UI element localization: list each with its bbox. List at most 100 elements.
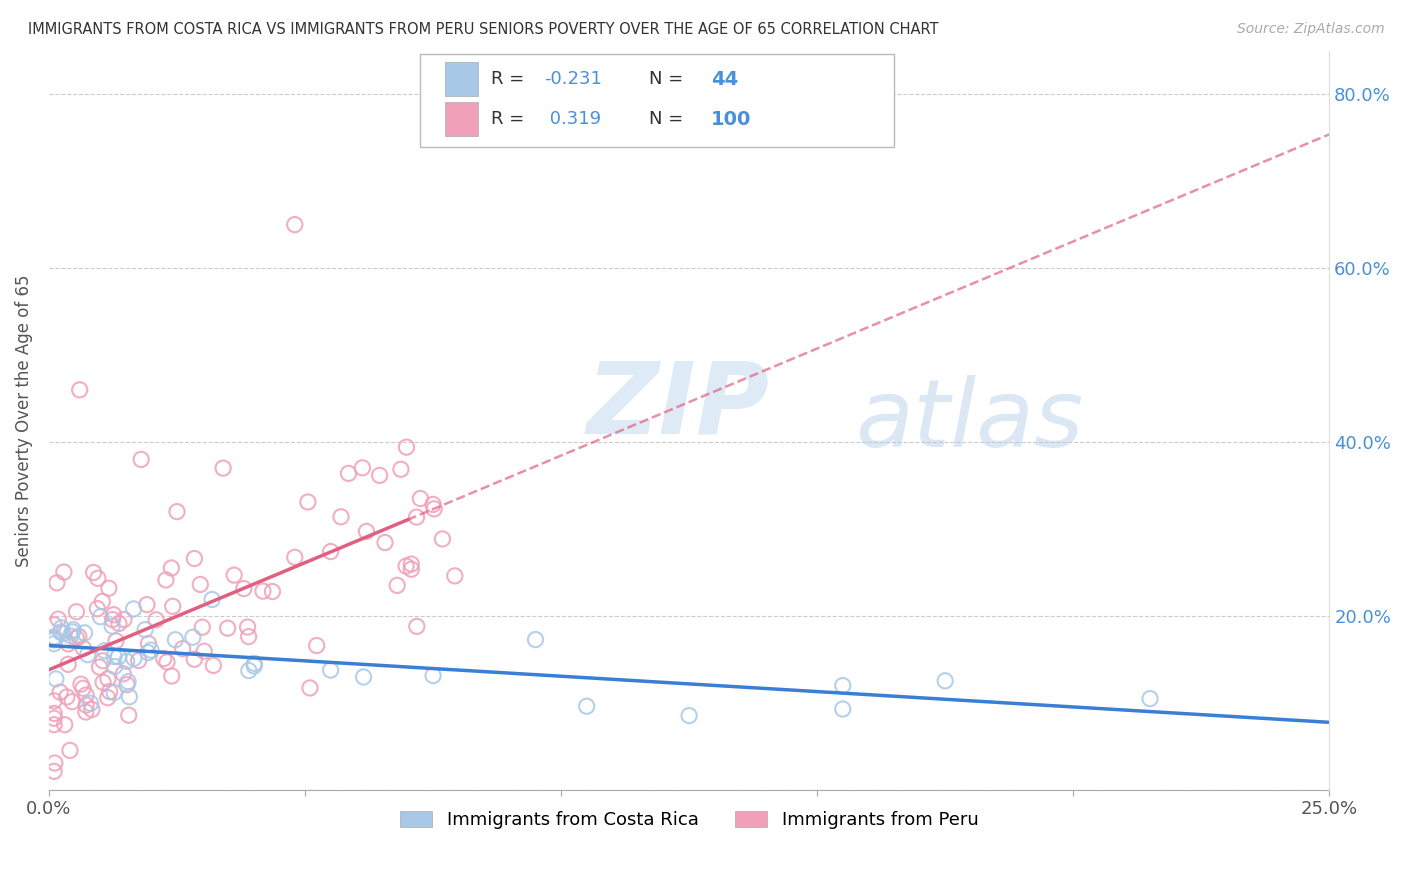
Point [75,688,97,702]
Point [352,460,374,475]
Point [45,672,67,686]
Point [83,566,105,580]
Point [115,654,138,668]
Point [45,575,67,590]
Point [155,573,177,587]
Point [104,634,127,648]
Point [405,619,427,633]
Point [115,678,138,692]
Point [202,658,225,673]
Point [330,509,353,524]
Point [80,702,103,716]
Point [423,501,446,516]
Point [65,631,87,645]
Point [238,630,260,644]
Point [134,623,156,637]
Point [42,617,65,632]
Point [42,630,65,644]
Point [104,659,127,673]
Point [212,461,235,475]
Point [75,698,97,712]
Point [42,694,65,708]
Point [103,607,125,622]
Point [129,452,152,467]
Point [298,681,321,695]
Point [238,664,260,678]
Point [166,505,188,519]
Point [172,641,194,656]
Point [118,708,141,723]
Point [72,681,94,696]
FancyBboxPatch shape [444,62,478,96]
Text: R =: R = [491,110,524,128]
Point [145,613,167,627]
Point [42,632,65,647]
Point [368,468,391,483]
Point [101,619,124,633]
Point [91,594,114,608]
Point [337,467,360,481]
Point [112,613,135,627]
FancyBboxPatch shape [420,54,894,147]
Point [91,675,114,690]
Point [217,621,239,635]
Point [42,717,65,731]
Point [60,695,83,709]
Point [42,711,65,725]
Point [49,685,72,699]
Point [575,699,598,714]
Point [387,578,409,592]
Point [243,659,266,673]
Point [284,218,307,232]
Text: IMMIGRANTS FROM COSTA RICA VS IMMIGRANTS FROM PERU SENIORS POVERTY OVER THE AGE : IMMIGRANTS FROM COSTA RICA VS IMMIGRANTS… [28,22,939,37]
Point [319,663,342,677]
Point [62,623,84,637]
Point [98,684,121,698]
Point [44,756,66,770]
Point [395,559,418,574]
Point [160,561,183,575]
Point [49,625,72,640]
FancyBboxPatch shape [444,102,478,136]
Point [401,562,423,576]
Y-axis label: Seniors Poverty Over the Age of 65: Seniors Poverty Over the Age of 65 [15,274,32,566]
Point [112,666,135,681]
Point [252,584,274,599]
Point [108,616,131,631]
Point [58,637,80,651]
Point [52,626,75,640]
Point [118,690,141,704]
Point [831,702,853,716]
Text: N =: N = [650,70,683,88]
Point [1139,691,1161,706]
Point [443,569,465,583]
Point [87,571,110,585]
Point [44,706,66,721]
Point [432,532,454,546]
Point [89,660,111,674]
Point [139,643,162,657]
Point [103,649,125,664]
Point [934,673,956,688]
Point [103,685,125,699]
Point [262,584,284,599]
Point [67,630,90,644]
Point [160,669,183,683]
Point [51,621,73,635]
Point [395,440,418,454]
Point [138,636,160,650]
Text: 100: 100 [711,110,751,128]
Point [128,653,150,667]
Point [91,654,114,668]
Point [152,651,174,665]
Point [422,668,444,682]
Point [73,625,96,640]
Point [156,655,179,669]
Point [60,625,83,640]
Text: R =: R = [491,70,524,88]
Point [353,670,375,684]
Text: Source: ZipAtlas.com: Source: ZipAtlas.com [1237,22,1385,37]
Point [42,637,65,651]
Point [356,524,378,539]
Point [181,630,204,644]
